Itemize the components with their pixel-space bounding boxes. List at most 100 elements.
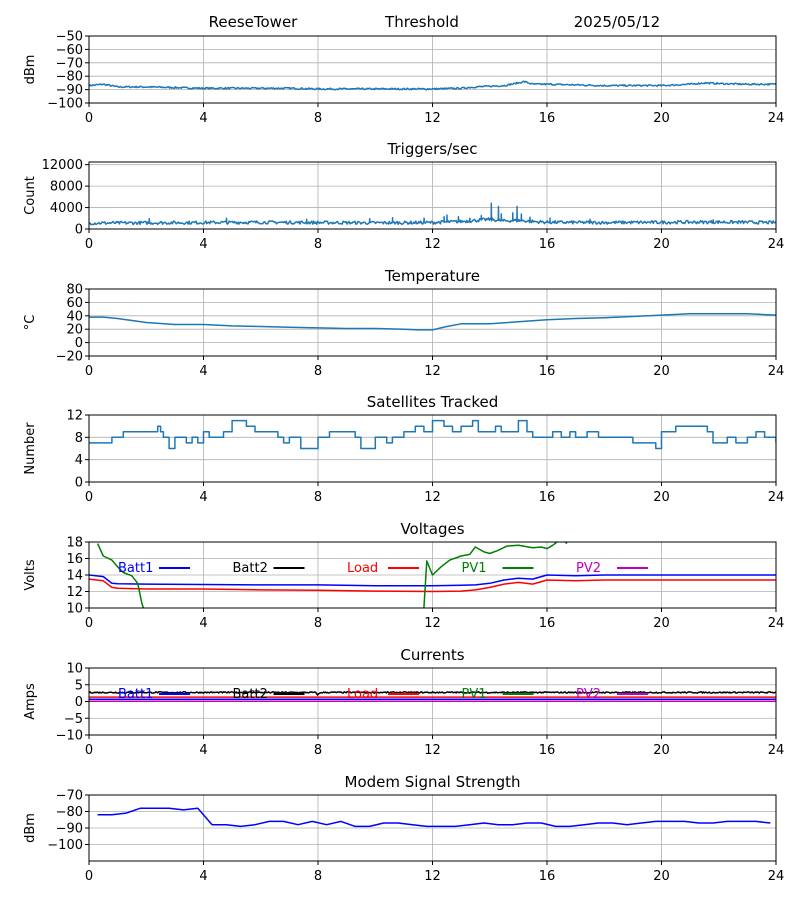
x-tick-label: 24	[768, 111, 785, 126]
legend-label: Batt2	[233, 561, 268, 576]
x-tick-label: 4	[199, 111, 207, 126]
y-tick-label: −100	[47, 97, 83, 112]
figure-header: ReeseTower Threshold 2025/05/12	[209, 13, 661, 31]
x-tick-label: 0	[85, 616, 93, 631]
legend-label: Load	[347, 561, 378, 576]
legend-label: PV1	[462, 687, 487, 702]
x-tick-label: 24	[768, 364, 785, 379]
y-tick-label: 5	[75, 678, 83, 693]
panel-triggers: 0 4 8 12 16 20 24 0 4000 8000 12000 Triggers/sec Cou…	[23, 140, 784, 252]
series-group	[89, 313, 776, 331]
y-tick-label: −10	[56, 729, 83, 744]
y-tick-label: 8	[75, 431, 83, 446]
y-tick-label: −90	[56, 822, 83, 837]
x-tick-label: 12	[424, 616, 441, 631]
series-line	[96, 543, 145, 608]
x-tick-label: 16	[539, 743, 556, 758]
series-group	[89, 542, 776, 608]
x-tick-label: 16	[539, 364, 556, 379]
x-tick-label: 24	[768, 743, 785, 758]
y-tick-label: −70	[56, 789, 83, 804]
x-tick-label: 20	[653, 364, 670, 379]
y-tick-label: 14	[66, 569, 83, 584]
y-tick-label: 20	[66, 323, 83, 338]
y-tick-label: 40	[66, 309, 83, 324]
x-tick-label: 12	[424, 490, 441, 505]
series-group	[89, 202, 776, 226]
chart-subtitle: Threshold	[384, 13, 459, 31]
y-axis-label: °C	[23, 315, 38, 331]
x-tick-label: 0	[85, 237, 93, 252]
y-tick-label: 0	[75, 476, 83, 491]
y-axis-label: Amps	[23, 683, 38, 720]
y-tick-label: 0	[75, 223, 83, 238]
y-axis-label: Number	[23, 422, 38, 475]
y-tick-label: 12	[66, 409, 83, 424]
x-tick-label: 24	[768, 237, 785, 252]
series-group	[89, 691, 776, 702]
legend: Batt1 Batt2 Load PV1 PV2	[118, 561, 648, 576]
series-line	[89, 313, 776, 331]
panel-title: Modem Signal Strength	[345, 773, 521, 791]
y-tick-label: 8000	[50, 180, 83, 195]
series-group	[97, 807, 771, 828]
x-tick-label: 12	[424, 111, 441, 126]
x-tick-label: 12	[424, 743, 441, 758]
legend-label: Batt1	[118, 687, 153, 702]
y-tick-label: −70	[56, 56, 83, 71]
x-tick-label: 12	[424, 869, 441, 884]
x-tick-label: 8	[314, 743, 322, 758]
panel-title: Temperature	[384, 267, 480, 285]
panel-title: Satellites Tracked	[367, 393, 498, 411]
x-tick-label: 8	[314, 490, 322, 505]
x-tick-label: 24	[768, 869, 785, 884]
series-group	[89, 80, 776, 91]
x-tick-label: 16	[539, 237, 556, 252]
y-tick-label: 10	[66, 662, 83, 677]
x-tick-label: 20	[653, 111, 670, 126]
x-tick-label: 4	[199, 616, 207, 631]
x-tick-label: 12	[424, 237, 441, 252]
x-tick-label: 8	[314, 869, 322, 884]
y-axis-label: Count	[23, 176, 38, 215]
x-tick-label: 16	[539, 616, 556, 631]
panel-threshold: 0 4 8 12 16 20 24 −100−90−80−70−60−50 dBm	[23, 30, 784, 127]
y-tick-label: 4	[75, 453, 83, 468]
legend-label: PV1	[462, 561, 487, 576]
chart-date: 2025/05/12	[574, 13, 660, 31]
x-tick-label: 20	[653, 869, 670, 884]
y-tick-label: −5	[64, 712, 83, 727]
series-line	[89, 419, 776, 450]
station-name: ReeseTower	[209, 13, 299, 31]
x-tick-label: 20	[653, 616, 670, 631]
legend-label: Batt1	[118, 561, 153, 576]
x-tick-label: 8	[314, 237, 322, 252]
x-tick-label: 16	[539, 111, 556, 126]
series-line	[89, 202, 776, 226]
y-tick-label: 16	[66, 552, 83, 567]
y-tick-label: 0	[75, 695, 83, 710]
y-axis-label: Volts	[23, 559, 38, 591]
x-tick-label: 4	[199, 869, 207, 884]
x-tick-label: 4	[199, 237, 207, 252]
x-tick-label: 0	[85, 111, 93, 126]
x-tick-label: 20	[653, 237, 670, 252]
y-tick-label: 10	[66, 602, 83, 617]
series-line	[423, 542, 568, 608]
series-line	[89, 80, 776, 91]
panel-satellites: 0 4 8 12 16 20 24 0 4 8 12 Satellites Tracked Number	[23, 393, 784, 505]
y-tick-label: 12000	[42, 158, 83, 173]
y-axis-label: dBm	[23, 813, 38, 843]
y-tick-label: 18	[66, 536, 83, 551]
x-tick-label: 0	[85, 364, 93, 379]
legend-label: Batt2	[233, 687, 268, 702]
x-tick-label: 8	[314, 111, 322, 126]
y-tick-label: −100	[47, 838, 83, 853]
y-tick-label: −90	[56, 83, 83, 98]
series-line	[97, 807, 771, 828]
panel-modem: 0 4 8 12 16 20 24 −100−90 −80−70 Modem Signal Str…	[23, 773, 784, 884]
